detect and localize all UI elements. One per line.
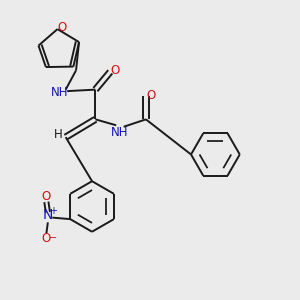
Text: NH: NH (110, 126, 128, 139)
Text: O: O (57, 21, 67, 34)
Text: N: N (43, 208, 53, 222)
Text: H: H (54, 128, 63, 141)
Text: O: O (42, 190, 51, 203)
Text: O: O (147, 89, 156, 102)
Text: O: O (42, 232, 51, 245)
Text: O: O (110, 64, 119, 77)
Text: +: + (49, 206, 57, 216)
Text: NH: NH (51, 86, 68, 99)
Text: −: − (49, 232, 57, 242)
